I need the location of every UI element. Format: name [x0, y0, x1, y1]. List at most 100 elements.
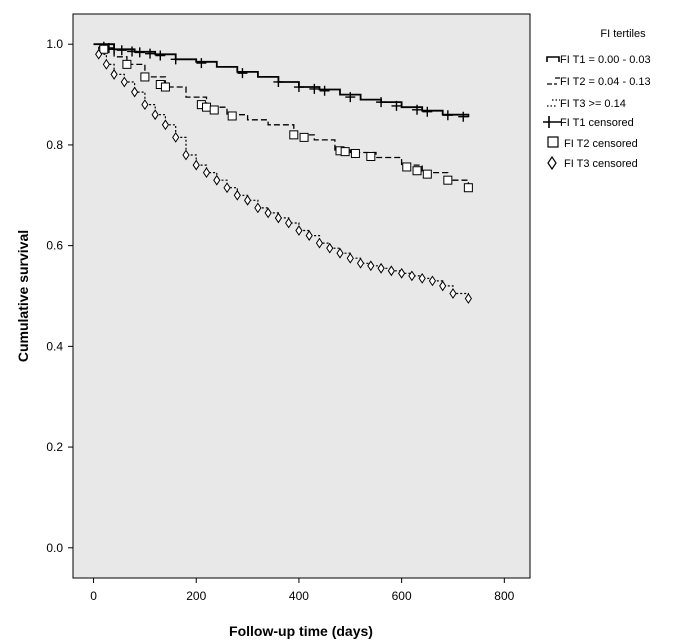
censor-mark-t1	[345, 92, 356, 103]
legend-item-t1: FI T1 = 0.00 - 0.03	[546, 54, 651, 66]
censor-mark-t3	[161, 119, 170, 131]
censor-mark-t3	[202, 167, 211, 179]
censor-mark-t3	[141, 99, 149, 111]
x-tick-label: 0	[90, 589, 97, 603]
censor-mark-t1	[155, 50, 166, 61]
censor-mark-t3	[346, 252, 354, 264]
censor-mark-t1	[422, 106, 433, 117]
x-tick-label: 800	[494, 589, 514, 603]
legend-label-t3: FI T3 >= 0.14	[560, 98, 626, 110]
censor-mark-t3	[213, 174, 221, 186]
censor-mark-t3	[336, 247, 344, 259]
x-tick-label: 600	[392, 589, 412, 603]
censor-mark-t3	[254, 202, 262, 214]
y-tick-label: 0.4	[46, 339, 63, 353]
censor-mark-t2	[340, 147, 350, 157]
censor-mark-t3	[449, 288, 457, 299]
censor-mark-t3	[387, 265, 395, 277]
censor-mark-t3	[102, 58, 110, 70]
y-axis-label: Cumulative survival	[15, 230, 31, 362]
censor-mark-t2	[99, 44, 109, 54]
censor-mark-t3	[285, 217, 293, 229]
legend-title: FI tertiles	[600, 28, 646, 40]
legend-line-t2	[547, 77, 560, 85]
series-layer	[93, 41, 473, 304]
censor-mark-t1	[273, 76, 284, 87]
censor-mark-t2	[227, 111, 237, 121]
censor-mark-t2	[443, 175, 453, 185]
censor-mark-t3	[192, 159, 200, 171]
y-tick-label: 0.8	[46, 138, 63, 152]
censor-mark-t3	[418, 272, 426, 284]
censor-mark-t3	[110, 69, 118, 80]
censor-mark-t3	[182, 149, 190, 161]
legend-square-icon	[547, 136, 559, 148]
censor-mark-t1	[309, 83, 320, 94]
censor-mark-t3	[428, 275, 437, 287]
censor-mark-t3	[326, 242, 334, 254]
y-tick-label: 0.2	[46, 440, 63, 454]
censor-mark-t3	[377, 262, 385, 274]
legend-item-t3: FI T3 >= 0.14	[547, 98, 626, 110]
legend-label-t1-censored: FI T1 censored	[560, 117, 634, 129]
censor-mark-t1	[170, 54, 181, 65]
legend-label-t2: FI T2 = 0.04 - 0.13	[560, 76, 651, 88]
censor-mark-t1	[293, 82, 304, 93]
legend-item-t2-censored: FI T2 censored	[547, 136, 638, 150]
censor-mark-t3	[264, 207, 272, 219]
legend-label-t2-censored: FI T2 censored	[564, 138, 638, 150]
censor-mark-t3	[274, 212, 282, 224]
legend-label-t1: FI T1 = 0.00 - 0.03	[560, 54, 651, 66]
y-tick-label: 1.0	[46, 37, 63, 51]
legend-line-t3	[547, 99, 560, 107]
censor-mark-t2	[202, 102, 212, 112]
legend-diamond-icon	[547, 155, 557, 171]
censor-mark-t3	[356, 257, 365, 269]
censor-mark-t3	[464, 293, 472, 304]
censor-mark-t1	[412, 104, 423, 115]
legend-plus-icon	[543, 116, 561, 128]
legend: FI tertiles FI T1 = 0.00 - 0.03 FI T2 = …	[543, 28, 651, 171]
censor-mark-t1	[319, 85, 330, 96]
x-axis-label: Follow-up time (days)	[229, 623, 373, 639]
censor-mark-t2	[350, 148, 360, 158]
censor-mark-t3	[172, 131, 180, 143]
censor-mark-t2	[209, 105, 219, 115]
censor-mark-t1	[196, 58, 207, 69]
censor-mark-t1	[458, 111, 469, 122]
legend-item-t3-censored: FI T3 censored	[547, 155, 638, 171]
censor-mark-t2	[366, 152, 376, 162]
censor-mark-t1	[237, 68, 248, 79]
legend-line-t1	[546, 56, 560, 62]
censor-mark-t3	[367, 260, 375, 272]
censor-mark-t2	[412, 166, 422, 176]
censor-mark-t3	[151, 109, 159, 121]
censor-mark-t2	[122, 59, 132, 69]
censor-mark-t3	[233, 189, 241, 201]
censor-mark-t2	[140, 72, 150, 82]
censor-mark-t1	[391, 100, 402, 111]
y-tick-label: 0.0	[46, 541, 63, 555]
censor-mark-t2	[402, 162, 412, 172]
censor-mark-t3	[295, 225, 303, 236]
censor-mark-t1	[127, 46, 138, 57]
censor-mark-t2	[422, 169, 432, 179]
censor-mark-t1	[116, 45, 127, 56]
censor-mark-t2	[289, 130, 299, 140]
censor-mark-t3	[223, 182, 231, 194]
censor-mark-t2	[299, 132, 309, 142]
plot-area	[72, 13, 531, 579]
censor-mark-t1	[134, 47, 145, 58]
censor-mark-t3	[398, 267, 406, 279]
censor-mark-t3	[439, 280, 447, 292]
censor-mark-t3	[120, 76, 128, 88]
censor-mark-t2	[463, 183, 473, 193]
censor-mark-t3	[243, 194, 252, 206]
censor-mark-t2	[160, 82, 170, 92]
censor-mark-t1	[376, 97, 387, 108]
legend-label-t3-censored: FI T3 censored	[564, 158, 638, 170]
x-tick-label: 400	[289, 589, 309, 603]
tick-layer: 0 200 400 600 800 0.0 0.2 0.4 0.6 0.8 1.0	[46, 37, 514, 603]
series-line-t2	[93, 43, 470, 188]
